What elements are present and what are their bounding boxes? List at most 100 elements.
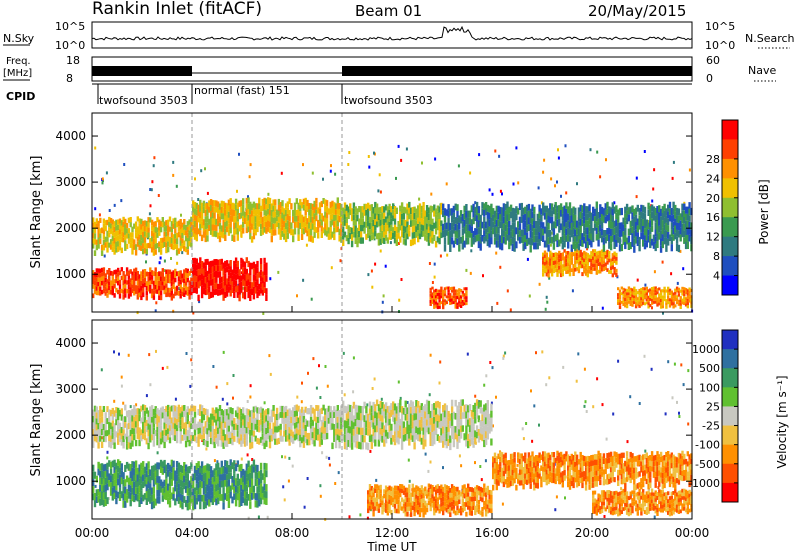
heatmap-cell — [572, 272, 575, 276]
heatmap-cell — [199, 205, 202, 212]
heatmap-cell — [675, 289, 679, 293]
heatmap-cell — [558, 250, 561, 255]
heatmap-cell — [245, 203, 248, 210]
heatmap-cell — [349, 404, 352, 412]
heatmap-cell — [467, 224, 470, 231]
heatmap-cell — [209, 425, 213, 432]
heatmap-cell — [200, 215, 204, 222]
heatmap-cell — [224, 228, 227, 235]
heatmap-cell — [254, 405, 257, 412]
heatmap-cell — [465, 302, 468, 306]
heatmap-cell — [427, 407, 431, 415]
heatmap-cell — [495, 226, 498, 234]
heatmap-cell — [363, 221, 366, 228]
heatmap-cell — [642, 232, 645, 240]
heatmap-cell — [202, 465, 206, 473]
heatmap-cell — [672, 292, 675, 296]
heatmap-cell — [281, 212, 284, 219]
heatmap-cell — [286, 416, 289, 423]
heatmap-cell — [127, 491, 131, 499]
heatmap-cell — [356, 434, 359, 442]
heatmap-cell — [631, 205, 634, 213]
heatmap-cell — [167, 287, 170, 293]
heatmap-cell — [174, 484, 177, 492]
heatmap-cell — [554, 268, 557, 273]
heatmap-cell — [463, 240, 466, 248]
heatmap-cell — [152, 479, 156, 487]
heatmap-speckle — [445, 182, 448, 186]
heatmap-cell — [142, 243, 145, 249]
heatmap-cell — [224, 291, 227, 298]
heatmap-cell — [627, 292, 631, 296]
heatmap-cell — [408, 431, 411, 439]
heatmap-cell — [629, 242, 632, 250]
heatmap-cell — [374, 225, 377, 231]
heatmap-cell — [334, 441, 338, 449]
heatmap-cell — [613, 220, 616, 228]
heatmap-cell — [483, 230, 486, 237]
heatmap-cell — [561, 235, 564, 243]
heatmap-cell — [665, 215, 668, 223]
heatmap-cell — [102, 429, 106, 436]
heatmap-cell — [229, 437, 232, 444]
heatmap-cell — [134, 232, 138, 239]
heatmap-cell — [143, 282, 147, 288]
heatmap-cell — [247, 474, 250, 481]
heatmap-cell — [643, 302, 647, 306]
heatmap-cell — [508, 213, 511, 221]
heatmap-cell — [645, 301, 648, 305]
heatmap-cell — [683, 203, 686, 211]
heatmap-cell — [638, 295, 641, 299]
heatmap-cell — [481, 221, 484, 229]
heatmap-speckle — [105, 171, 108, 175]
heatmap-cell — [631, 291, 634, 295]
heatmap-cell — [293, 405, 297, 411]
heatmap-cell — [388, 233, 391, 240]
heatmap-cell — [217, 259, 220, 266]
heatmap-cell — [440, 289, 443, 293]
heatmap-cell — [525, 239, 529, 246]
heatmap-cell — [249, 465, 252, 473]
heatmap-cell — [277, 228, 281, 235]
heatmap-cell — [320, 426, 323, 433]
heatmap-cell — [674, 232, 677, 240]
heatmap-cell — [243, 293, 247, 300]
heatmap-cell — [583, 265, 586, 270]
heatmap-speckle — [98, 213, 101, 217]
heatmap-cell — [227, 419, 231, 426]
heatmap-cell — [390, 410, 393, 417]
heatmap-cell — [163, 226, 166, 232]
heatmap-cell — [622, 296, 625, 300]
heatmap-cell — [179, 293, 182, 299]
heatmap-speckle — [545, 295, 548, 299]
heatmap-cell — [233, 273, 236, 280]
heatmap-cell — [224, 260, 227, 268]
heatmap-cell — [227, 472, 231, 480]
heatmap-cell — [359, 237, 363, 244]
heatmap-cell — [572, 264, 575, 269]
heatmap-cell — [375, 203, 379, 210]
heatmap-cell — [168, 226, 172, 232]
heatmap-cell — [147, 429, 150, 437]
heatmap-cell — [474, 213, 477, 221]
heatmap-cell — [234, 485, 238, 493]
heatmap-cell — [184, 422, 188, 429]
heatmap-cell — [247, 285, 250, 292]
heatmap-cell — [679, 305, 682, 309]
heatmap-speckle — [599, 175, 602, 179]
heatmap-cell — [552, 269, 556, 274]
heatmap-cell — [556, 264, 559, 269]
heatmap-cell — [302, 441, 306, 448]
heatmap-cell — [388, 431, 391, 439]
heatmap-cell — [411, 232, 414, 239]
heatmap-cell — [367, 202, 370, 209]
heatmap-cell — [261, 427, 264, 434]
heatmap-cell — [247, 428, 250, 435]
heatmap-cell — [654, 289, 657, 293]
heatmap-cell — [143, 278, 147, 283]
heatmap-cell — [434, 241, 438, 248]
heatmap-cell — [672, 302, 675, 306]
heatmap-cell — [579, 204, 582, 212]
heatmap-cell — [461, 299, 464, 303]
heatmap-cell — [113, 237, 116, 244]
